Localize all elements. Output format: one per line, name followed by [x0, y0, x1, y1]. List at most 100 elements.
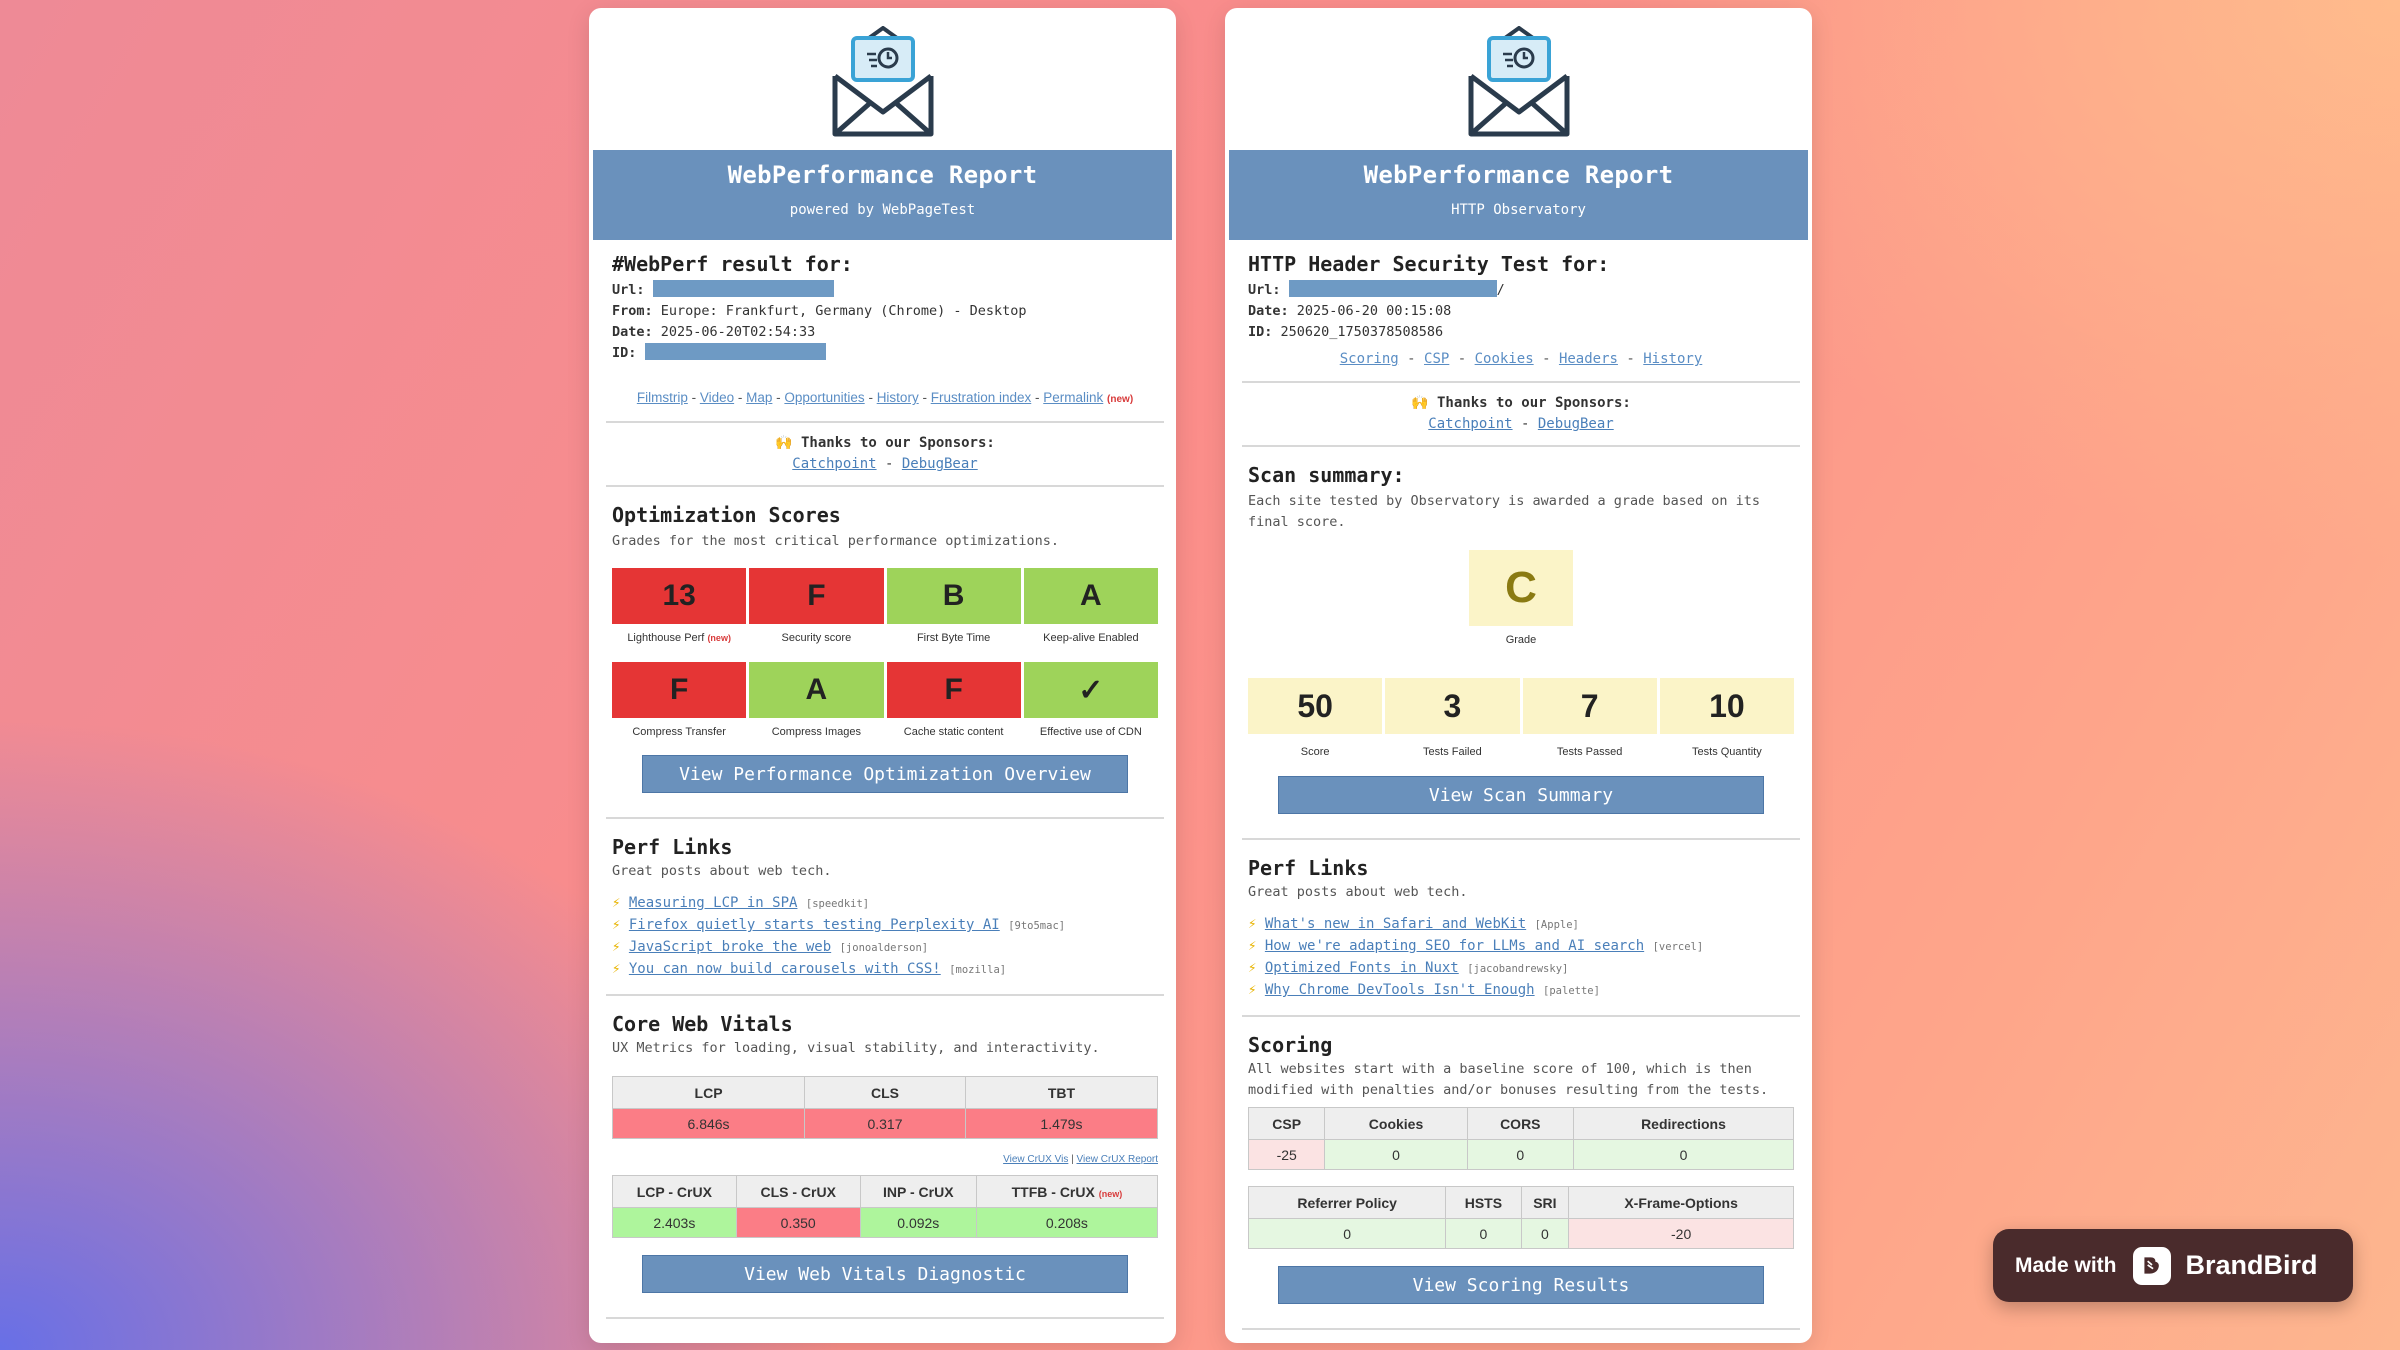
- view-scan-summary-button[interactable]: View Scan Summary: [1278, 776, 1764, 814]
- col-hsts: HSTS: [1445, 1186, 1522, 1219]
- sponsors-label: 🙌 Thanks to our Sponsors:: [1411, 395, 1631, 411]
- link-filmstrip[interactable]: Filmstrip: [636, 390, 688, 405]
- brandbird-logo-icon: [2132, 1246, 2171, 1285]
- sponsor-catchpoint-link[interactable]: Catchpoint: [792, 456, 877, 472]
- view-crux-vis-link[interactable]: View CrUX Vis: [1003, 1154, 1069, 1165]
- cwv-table: LCP CLS TBT 6.846s 0.317 1.479s: [611, 1076, 1159, 1139]
- link-source: [vercel]: [1652, 941, 1704, 953]
- bolt-icon: ⚡: [1248, 982, 1257, 998]
- sponsors: 🙌 Thanks to our Sponsors: Catchpoint - D…: [612, 433, 1158, 475]
- result-nav: Filmstrip - Video - Map - Opportunities …: [636, 390, 1134, 405]
- sponsor-debugbear-link[interactable]: DebugBear: [1537, 416, 1614, 432]
- col-tbt: TBT: [964, 1076, 1159, 1109]
- from-value: Europe: Frankfurt, Germany (Chrome) - De…: [660, 303, 1027, 319]
- link-headers[interactable]: Headers: [1558, 351, 1618, 367]
- redacted-url: [652, 280, 834, 297]
- stat-label: Tests Quantity: [1692, 746, 1762, 758]
- col-ttfb-crux: TTFB - CrUX (new): [975, 1175, 1159, 1208]
- bolt-icon: ⚡: [1248, 938, 1257, 954]
- perf-link[interactable]: You can now build carousels with CSS!: [628, 961, 941, 977]
- sponsor-catchpoint-link[interactable]: Catchpoint: [1428, 416, 1513, 432]
- scoring-desc: All websites start with a baseline score…: [1248, 1061, 1769, 1098]
- view-scoring-results-button[interactable]: View Scoring Results: [1278, 1266, 1764, 1304]
- made-with-brandbird-badge[interactable]: Made with BrandBird: [1993, 1229, 2353, 1302]
- x-frame-options-score: -20: [1568, 1218, 1794, 1249]
- stat-label: Score: [1300, 746, 1330, 758]
- perf-link[interactable]: Firefox quietly starts testing Perplexit…: [628, 917, 1000, 933]
- perf-link[interactable]: How we're adapting SEO for LLMs and AI s…: [1264, 938, 1645, 954]
- envelope-logo-icon: [589, 8, 1176, 150]
- view-crux-report-link[interactable]: View CrUX Report: [1076, 1154, 1158, 1165]
- grade-label: First Byte Time: [916, 632, 991, 644]
- link-csp[interactable]: CSP: [1424, 351, 1450, 367]
- list-item: ⚡ Measuring LCP in SPA [speedkit]: [612, 893, 1158, 915]
- stat-score: 50: [1248, 678, 1383, 734]
- new-tag: (new): [707, 633, 731, 643]
- cwv-desc: UX Metrics for loading, visual stability…: [612, 1040, 1100, 1056]
- link-map[interactable]: Map: [746, 390, 773, 405]
- col-cors: CORS: [1466, 1107, 1574, 1140]
- grade-cache-static: F: [886, 662, 1021, 718]
- view-web-vitals-diagnostic-button[interactable]: View Web Vitals Diagnostic: [642, 1255, 1128, 1293]
- referrer-policy-score: 0: [1247, 1218, 1447, 1249]
- perf-link[interactable]: Why Chrome DevTools Isn't Enough: [1264, 982, 1535, 998]
- perf-links-title: Perf Links: [1248, 856, 1369, 880]
- url-label: Url:: [1248, 282, 1281, 298]
- link-history[interactable]: History: [876, 390, 919, 405]
- redacted-id: [644, 343, 826, 360]
- optimization-grades-row2: F A F ✓: [612, 662, 1158, 718]
- link-source: [jonoalderson]: [839, 942, 929, 954]
- optimization-grades-row1: 13 F B A: [612, 568, 1158, 624]
- perf-link[interactable]: What's new in Safari and WebKit: [1264, 916, 1527, 932]
- stat-label: Tests Failed: [1423, 746, 1482, 758]
- date-label: Date:: [612, 324, 653, 340]
- ttfb-crux-value: 0.208s: [975, 1207, 1159, 1238]
- stat-label: Tests Passed: [1556, 746, 1623, 758]
- from-label: From:: [612, 303, 653, 319]
- stat-tests-failed: 3: [1385, 678, 1520, 734]
- sponsor-debugbear-link[interactable]: DebugBear: [901, 456, 978, 472]
- list-item: ⚡ JavaScript broke the web [jonoalderson…: [612, 937, 1158, 959]
- link-history[interactable]: History: [1643, 351, 1703, 367]
- scoring-table-1: CSP Cookies CORS Redirections -25 0 0 0: [1247, 1107, 1795, 1170]
- grade-label: Effective use of CDN: [1039, 726, 1142, 738]
- link-frustration-index[interactable]: Frustration index: [930, 390, 1032, 405]
- link-opportunities[interactable]: Opportunities: [784, 390, 865, 405]
- perf-links-desc: Great posts about web tech.: [612, 863, 832, 879]
- optimization-title: Optimization Scores: [612, 503, 841, 527]
- made-with-label: Made with: [2015, 1253, 2117, 1277]
- link-cookies[interactable]: Cookies: [1474, 351, 1534, 367]
- banner-subtitle: powered by WebPageTest: [789, 202, 976, 218]
- lcp-value: 6.846s: [611, 1108, 806, 1139]
- bolt-icon: ⚡: [1248, 960, 1257, 976]
- scan-stats-labels: Score Tests Failed Tests Passed Tests Qu…: [1248, 746, 1794, 758]
- link-permalink[interactable]: Permalink: [1043, 390, 1104, 405]
- new-tag: (new): [1098, 1188, 1123, 1199]
- scan-grade-label-row: Grade: [1248, 634, 1794, 646]
- grade-label: Security score: [781, 632, 852, 644]
- perf-link[interactable]: Measuring LCP in SPA: [628, 895, 798, 911]
- view-optimization-overview-button[interactable]: View Performance Optimization Overview: [642, 755, 1128, 793]
- envelope-logo-icon: [1225, 8, 1812, 150]
- report-banner: WebPerformance Report HTTP Observatory: [1229, 150, 1808, 240]
- col-csp: CSP: [1247, 1107, 1326, 1140]
- hsts-score: 0: [1445, 1218, 1522, 1249]
- link-video[interactable]: Video: [699, 390, 735, 405]
- http-observatory-card: WebPerformance Report HTTP Observatory H…: [1225, 8, 1812, 1343]
- cookies-score: 0: [1324, 1139, 1468, 1170]
- perf-link[interactable]: Optimized Fonts in Nuxt: [1264, 960, 1459, 976]
- col-lcp: LCP: [611, 1076, 806, 1109]
- scoring-title: Scoring: [1248, 1033, 1333, 1057]
- grade-cdn-check: ✓: [1023, 662, 1158, 718]
- col-cls: CLS: [804, 1076, 966, 1109]
- link-scoring[interactable]: Scoring: [1339, 351, 1399, 367]
- bolt-icon: ⚡: [612, 939, 621, 955]
- grade-first-byte-time: B: [886, 568, 1021, 624]
- id-value: 250620_1750378508586: [1280, 324, 1444, 340]
- perf-link[interactable]: JavaScript broke the web: [628, 939, 832, 955]
- bolt-icon: ⚡: [612, 895, 621, 911]
- list-item: ⚡ Firefox quietly starts testing Perplex…: [612, 915, 1158, 937]
- grade-label: Compress Transfer: [632, 726, 726, 738]
- tbt-value: 1.479s: [964, 1108, 1159, 1139]
- sponsors-label: 🙌 Thanks to our Sponsors:: [775, 435, 995, 451]
